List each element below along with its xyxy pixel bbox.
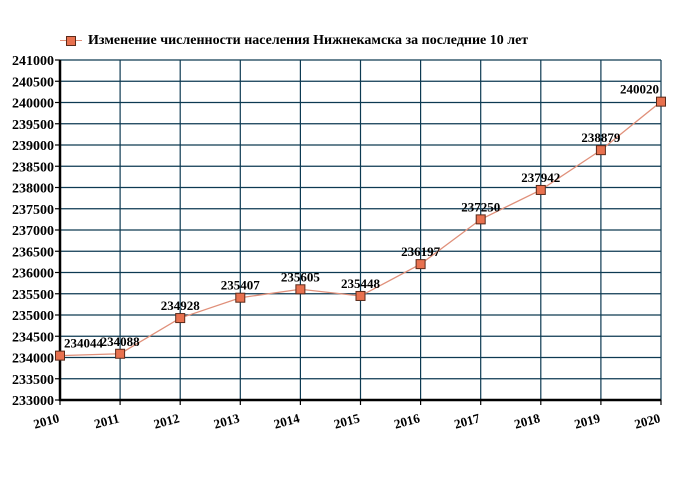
- axes: [55, 59, 662, 405]
- x-tick-label: 2019: [573, 410, 602, 431]
- y-tick-label: 235500: [12, 288, 54, 303]
- x-tick-label: 2014: [272, 410, 301, 431]
- y-tick-label: 237500: [12, 203, 54, 218]
- chart-legend: Изменение численности населения Нижнекам…: [60, 31, 528, 51]
- y-tick-label: 235000: [12, 309, 54, 324]
- x-axis-tick-labels: 2010 2011 2012 2013 2014 2015 2016 2017 2018 2019…: [32, 410, 662, 431]
- data-point-marker: [55, 350, 65, 361]
- y-tick-label: 234500: [12, 330, 54, 345]
- data-label: 237942: [521, 170, 560, 185]
- y-tick-label: 239500: [12, 118, 54, 133]
- x-tick-label: 2017: [452, 410, 481, 431]
- x-tick-label: 2015: [332, 410, 361, 431]
- y-tick-label: 236000: [12, 267, 54, 282]
- data-label: 234044: [64, 336, 104, 351]
- y-tick-label: 236500: [12, 245, 54, 260]
- data-label: 235407: [221, 278, 261, 293]
- data-label: 238879: [581, 130, 621, 145]
- y-tick-label: 238000: [12, 182, 54, 197]
- y-tick-label: 240500: [12, 75, 54, 90]
- data-point-marker: [535, 184, 546, 195]
- data-point-marker: [656, 96, 666, 107]
- data-point-marker: [175, 313, 186, 324]
- data-label: 235448: [341, 276, 381, 291]
- data-point-marker: [415, 259, 426, 270]
- x-tick-label: 2010: [32, 410, 61, 431]
- y-tick-label: 240000: [12, 97, 54, 112]
- x-tick-label: 2018: [513, 410, 542, 431]
- data-point-marker: [295, 284, 306, 295]
- data-point-marker: [355, 290, 366, 301]
- data-label: 237250: [461, 199, 500, 214]
- data-label: 236197: [401, 244, 441, 259]
- y-tick-label: 238500: [12, 160, 54, 175]
- x-tick-label: 2016: [392, 410, 421, 431]
- x-tick-label: 2020: [633, 410, 662, 431]
- x-tick-label: 2012: [152, 410, 181, 431]
- data-point-marker: [595, 145, 606, 156]
- data-point-marker: [115, 348, 126, 359]
- legend-label: Изменение численности населения Нижнекам…: [88, 33, 529, 48]
- data-label: 235605: [281, 269, 321, 284]
- y-tick-label: 234000: [12, 352, 54, 367]
- grid-lines: [59, 59, 662, 401]
- y-tick-label: 237000: [12, 224, 54, 239]
- x-tick-label: 2013: [212, 410, 241, 431]
- data-series: [55, 96, 666, 361]
- data-label: 240020: [620, 82, 659, 97]
- y-axis-tick-labels: 233000 233500 234000 234500 235000 235500 2360…: [12, 54, 54, 409]
- y-tick-label: 241000: [12, 54, 54, 69]
- x-tick-label: 2011: [93, 410, 121, 431]
- y-tick-label: 233500: [12, 373, 54, 388]
- data-point-marker: [235, 292, 246, 303]
- data-point-marker: [475, 214, 486, 225]
- data-label: 234928: [161, 298, 201, 313]
- y-tick-label: 239000: [12, 139, 54, 154]
- data-label: 234088: [101, 334, 141, 349]
- y-tick-label: 233000: [12, 394, 54, 409]
- legend-series-marker-icon: [60, 34, 82, 48]
